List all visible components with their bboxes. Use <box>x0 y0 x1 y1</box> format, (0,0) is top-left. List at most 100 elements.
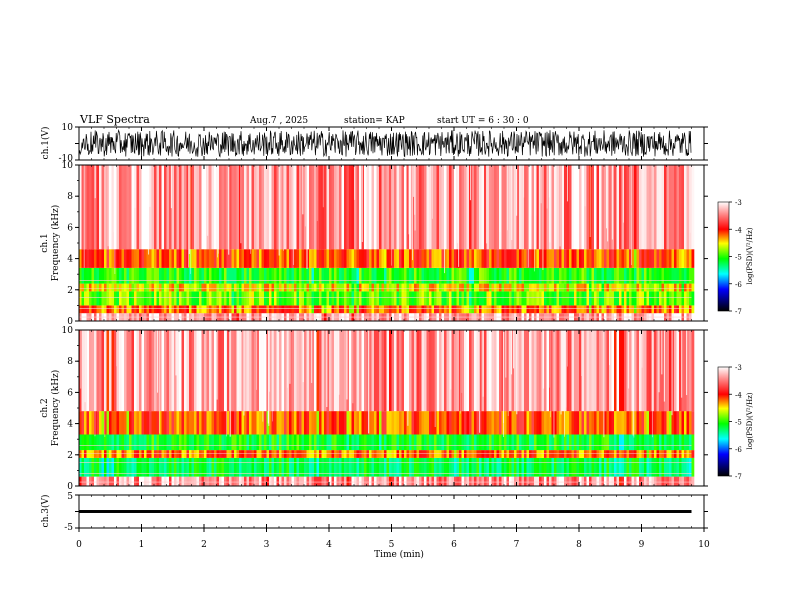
ch1-spectrogram-cell <box>206 291 210 306</box>
ch2-spectrogram-cell <box>516 411 520 435</box>
ch1-spectrogram-cell <box>371 305 375 314</box>
ch2-spectrogram-cell <box>374 476 377 486</box>
ch2-spectrogram-cell <box>321 450 325 458</box>
ch1-spectrogram-cell <box>531 291 535 306</box>
ch2-spectrogram-cell <box>429 457 432 477</box>
ch2-spectrogram-cell <box>261 434 265 451</box>
ch1-spectrogram-cell <box>134 249 137 268</box>
ch1-spectrogram-cell <box>341 283 345 292</box>
ch1-spectrogram-cell <box>209 291 212 306</box>
ch2-spectrogram-cell <box>686 330 690 412</box>
ch2-spectrogram-cell <box>471 330 475 412</box>
ch2-spectrogram-cell <box>326 434 330 451</box>
ch2-spectrogram-cell <box>131 476 135 486</box>
ch1-spectrogram-cell <box>504 283 507 292</box>
ch1-spectrogram-cell <box>131 268 135 284</box>
ch2-spectrogram-cell <box>126 330 130 412</box>
ch2-spectrogram-cell <box>506 450 510 458</box>
ch1-spectrogram-cell <box>249 165 252 250</box>
ch1-spectrogram-cell <box>429 283 432 292</box>
ch2-spectrogram-cell <box>646 476 650 486</box>
ch2-spectrogram-cell <box>676 411 680 435</box>
ch2-spectrogram-cell <box>304 450 307 458</box>
ch1-spectrogram-cell <box>336 165 340 250</box>
ch1-spectrogram-cell <box>459 249 462 268</box>
ch2-spectrogram-cell <box>176 411 180 435</box>
ch1-spectrogram-cell <box>289 291 292 306</box>
ch2-spectrogram-cell <box>94 450 97 458</box>
ch1-spectrogram-cell <box>534 305 537 314</box>
ch1-spectrogram-cell <box>366 305 370 314</box>
ch1-spectrogram-ytick-label: 8 <box>67 192 73 202</box>
ch1-spectrogram-cell <box>299 249 302 268</box>
ch2-spectrogram-cell <box>629 476 632 486</box>
ch1-spectrogram-cell <box>641 291 645 306</box>
ch2-spectrogram-cell <box>96 450 100 458</box>
ch1-spectrogram-cell <box>316 291 320 306</box>
ch1-spectrogram-cell <box>404 249 407 268</box>
ch1-spectrogram-cell <box>451 283 455 292</box>
ch1-spectrogram-cell <box>664 283 667 292</box>
ch1-spectrogram-cell <box>86 291 90 306</box>
ch2-spectrogram-cell <box>516 330 520 412</box>
ch1-spectrogram-cell <box>294 165 297 250</box>
ch1-spectrogram-cell <box>414 249 417 268</box>
ch1-spectrogram-cell <box>164 165 167 250</box>
ch1-spectrogram-cell <box>441 268 445 284</box>
ch2-spectrogram-cell <box>444 434 447 451</box>
ch2-spectrogram-cell <box>614 457 617 477</box>
ch1-spectrogram-cell <box>331 165 335 250</box>
ch1-spectrogram-cell <box>244 291 247 306</box>
ch2-spectrogram-cell <box>371 457 375 477</box>
ch1-spectrogram-cell <box>671 283 675 292</box>
ch1-spectrogram-cell <box>89 165 92 250</box>
ch1-spectrogram-cell <box>194 291 197 306</box>
ch2-spectrogram-cell <box>601 411 605 435</box>
ch1-spectrogram-cell <box>104 283 107 292</box>
ch1-spectrogram-cell <box>266 268 270 284</box>
ch1-spectrogram-cell <box>394 291 397 306</box>
ch2-spectrogram-cell <box>411 434 415 451</box>
ch2-spectrogram-cell <box>401 476 405 486</box>
ch1-spectrogram-cell <box>174 291 177 306</box>
ch2-spectrogram-cell <box>376 457 380 477</box>
ch1-spectrogram-cell <box>686 291 690 306</box>
ch2-spectrogram-cell <box>689 434 692 451</box>
ch1-spectrogram-cell <box>574 249 577 268</box>
ch2-spectrogram-cell <box>341 476 345 486</box>
ch1-spectrogram-cell <box>524 291 527 306</box>
ch2-spectrogram-cell <box>561 330 565 412</box>
ch2-spectrogram-cell <box>94 434 97 451</box>
ch2-spectrogram-cell <box>466 330 470 412</box>
ch1-spectrogram-cell <box>179 305 182 314</box>
ch1-spectrogram-cell <box>691 268 695 284</box>
ch1-spectrogram-cell <box>491 165 495 250</box>
ch1-spectrogram-cell <box>84 283 87 292</box>
ch2-spectrogram-cell <box>116 330 120 412</box>
ch2-spectrogram-cell <box>251 457 255 477</box>
ch2-spectrogram-cell <box>231 330 235 412</box>
ch2-spectrogram-cell <box>636 476 640 486</box>
ch2-spectrogram-cell <box>81 330 85 412</box>
ch2-spectrogram-cell <box>226 434 230 451</box>
ch2-spectrogram-cell <box>96 476 100 486</box>
ch2-spectrogram-cell <box>344 450 347 458</box>
ch1-spectrogram-cell <box>521 249 525 268</box>
ch1-spectrogram-cell <box>379 268 382 284</box>
ch2-spectrogram-cell <box>499 330 502 412</box>
ch1-spectrogram-cell <box>301 305 305 314</box>
ch2-spectrogram-cell <box>456 450 460 458</box>
ch2-spectrogram-cell <box>154 330 157 412</box>
ch1-spectrogram-cell <box>341 165 345 250</box>
ch2-spectrogram-cell <box>546 450 550 458</box>
ch2-spectrogram-cell <box>579 476 582 486</box>
ch2-spectrogram-cell <box>201 411 205 435</box>
ch2-spectrogram-cell <box>181 330 185 412</box>
ch2-spectrogram-cell <box>539 450 542 458</box>
ch2-spectrogram-cell <box>146 476 150 486</box>
ch1-spectrogram-cell <box>669 305 672 314</box>
ch2-spectrogram-cell <box>174 434 177 451</box>
ch2-spectrogram-cell <box>539 434 542 451</box>
ch1-spectrogram-cell <box>154 165 157 250</box>
ch2-spectrogram-cell <box>474 476 477 486</box>
